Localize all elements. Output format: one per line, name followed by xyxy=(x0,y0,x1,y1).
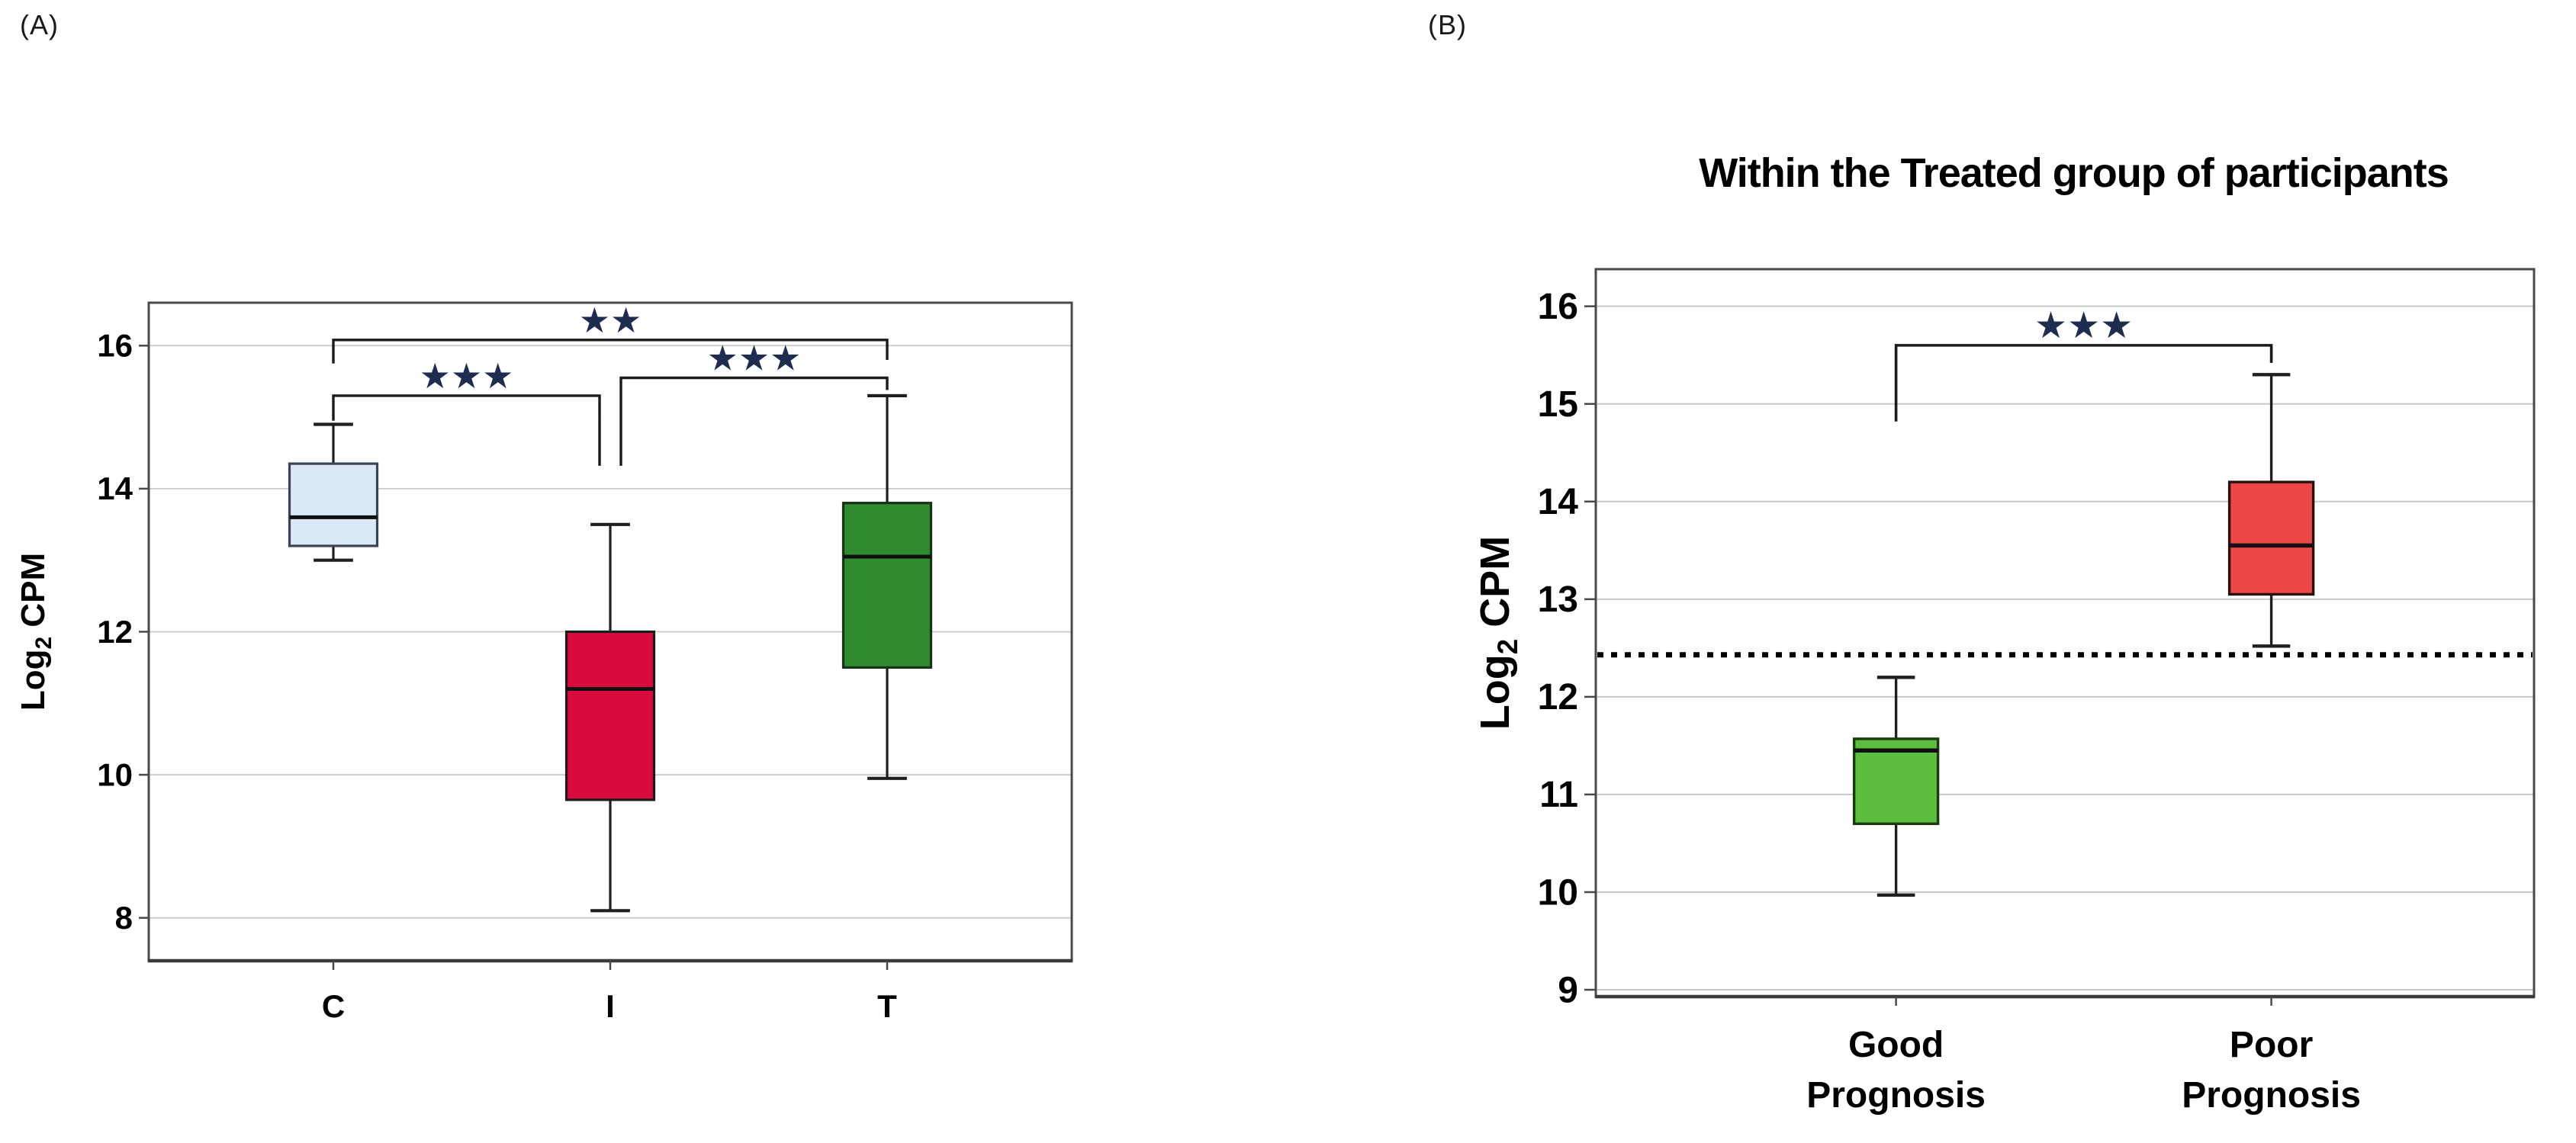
category-label: C xyxy=(322,988,345,1024)
category-label: Prognosis xyxy=(2182,1075,2361,1116)
significance-bracket xyxy=(332,339,889,364)
significance-stars: ★★★ xyxy=(2034,304,2133,347)
significance-stars: ★★ xyxy=(579,300,642,341)
y-tick-label: 8 xyxy=(115,900,133,936)
box-Good Prognosis xyxy=(1852,737,1940,826)
box-C xyxy=(288,462,379,547)
y-tick-label: 16 xyxy=(1538,287,1578,327)
y-tick-label: 11 xyxy=(1539,775,1578,815)
y-axis-label: Log2 CPM xyxy=(1472,536,1523,730)
significance-bracket xyxy=(332,394,601,466)
category-label: Poor xyxy=(2230,1025,2313,1065)
panel-b-label: (B) xyxy=(1428,9,1467,40)
plot-frame xyxy=(1594,268,2536,998)
significance-bracket xyxy=(1894,344,2273,422)
significance-stars: ★★★ xyxy=(420,355,514,397)
box-Poor Prognosis xyxy=(2227,480,2315,596)
box-T xyxy=(841,502,933,669)
y-tick-label: 12 xyxy=(1538,677,1578,718)
significance-stars: ★★★ xyxy=(707,337,802,378)
y-tick-label: 9 xyxy=(1558,970,1578,1010)
y-tick-label: 16 xyxy=(97,328,133,364)
y-tick-label: 10 xyxy=(97,756,133,792)
y-tick-label: 13 xyxy=(1538,580,1578,620)
panel-b-title: Within the Treated group of participants xyxy=(1699,150,2449,196)
y-tick-label: 12 xyxy=(97,614,133,650)
y-tick-label: 10 xyxy=(1538,872,1578,913)
category-label: Good xyxy=(1848,1025,1944,1065)
y-tick-label: 15 xyxy=(1538,384,1578,425)
significance-bracket xyxy=(619,376,889,466)
box-I xyxy=(564,630,656,801)
y-tick-label: 14 xyxy=(1538,482,1579,522)
y-axis-label: Log2 CPM xyxy=(14,553,56,711)
category-label: Prognosis xyxy=(1806,1075,1986,1116)
category-label: T xyxy=(877,988,897,1024)
category-label: I xyxy=(606,988,615,1024)
panel-a-label: (A) xyxy=(20,9,59,40)
y-tick-label: 14 xyxy=(97,470,133,506)
